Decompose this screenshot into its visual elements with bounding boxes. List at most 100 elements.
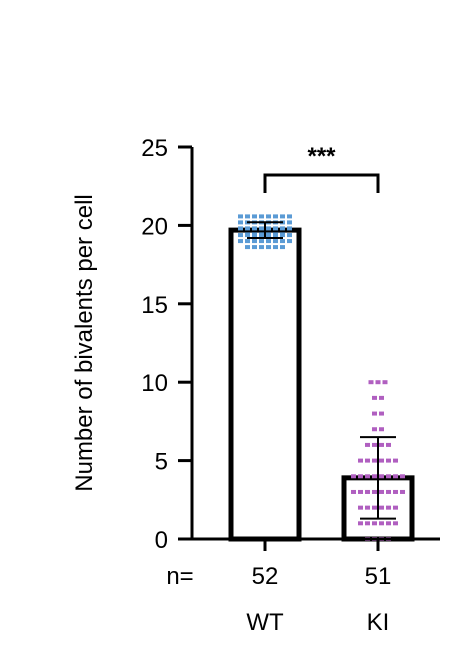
data-point-wt: [252, 233, 257, 238]
data-point-wt: [280, 245, 285, 250]
data-point-wt: [252, 226, 257, 231]
data-point-ki: [393, 474, 398, 479]
bars-group: [228, 227, 415, 542]
significance-bracket-line: [263, 173, 380, 193]
n-prefix-label: n=: [166, 563, 193, 590]
data-point-wt: [287, 220, 292, 225]
data-point-wt: [280, 239, 285, 244]
data-point-wt: [266, 239, 271, 244]
n-value-ki: 51: [365, 563, 392, 590]
data-point-wt: [273, 233, 278, 238]
data-point-ki: [368, 380, 374, 385]
data-point-ki: [365, 521, 370, 526]
data-point-ki: [386, 505, 391, 510]
data-point-ki: [365, 505, 370, 510]
data-point-wt: [273, 239, 278, 244]
data-point-wt: [238, 220, 243, 225]
n-value-wt: 52: [252, 563, 279, 590]
data-point-ki: [372, 505, 377, 510]
y-tick-label: 20: [141, 213, 168, 240]
data-point-ki: [379, 427, 384, 432]
data-point-ki: [379, 489, 384, 494]
data-point-ki: [379, 521, 384, 526]
data-point-wt: [273, 226, 278, 231]
data-point-ki: [400, 489, 405, 494]
data-point-ki: [351, 489, 356, 494]
data-point-wt: [259, 226, 264, 231]
data-point-wt: [259, 233, 264, 238]
data-point-wt: [280, 226, 285, 231]
data-point-ki: [351, 474, 356, 479]
data-point-wt: [252, 214, 257, 219]
data-point-wt: [238, 226, 243, 231]
data-point-ki: [365, 442, 370, 447]
data-point-wt: [245, 214, 250, 219]
data-point-ki: [382, 380, 388, 385]
data-point-ki: [372, 521, 377, 526]
data-point-ki: [393, 489, 398, 494]
data-point-ki: [393, 505, 398, 510]
data-point-wt: [280, 233, 285, 238]
significance-bracket: ***: [263, 143, 380, 193]
y-tick-label: 5: [155, 449, 168, 476]
category-label-ki: KI: [367, 609, 390, 636]
data-point-wt: [259, 239, 264, 244]
data-point-ki: [372, 489, 377, 494]
data-point-ki: [386, 458, 391, 463]
points-group: [238, 214, 405, 541]
data-point-wt: [238, 214, 243, 219]
data-point-ki: [400, 474, 405, 479]
y-tick-label: 15: [141, 292, 168, 319]
data-point-ki: [372, 395, 377, 400]
data-point-wt: [287, 239, 292, 244]
y-tick-label: 0: [155, 527, 168, 554]
data-point-wt: [252, 245, 257, 250]
y-tick-label: 25: [141, 135, 168, 162]
data-point-ki: [372, 442, 377, 447]
data-point-wt: [273, 245, 278, 250]
data-point-wt: [259, 214, 264, 219]
data-point-ki: [379, 474, 384, 479]
y-axis-label: Number of bivalents per cell: [71, 194, 98, 491]
data-point-wt: [259, 245, 264, 250]
data-point-ki: [379, 458, 384, 463]
data-point-ki: [358, 505, 363, 510]
significance-label: ***: [307, 143, 336, 170]
x-axis: [192, 537, 440, 551]
data-point-ki: [372, 474, 377, 479]
data-point-ki: [386, 442, 391, 447]
data-point-wt: [280, 214, 285, 219]
data-point-wt: [245, 233, 250, 238]
data-point-ki: [365, 474, 370, 479]
data-point-ki: [372, 427, 377, 432]
data-point-ki: [358, 521, 363, 526]
data-point-ki: [358, 458, 363, 463]
y-tick-label: 10: [141, 370, 168, 397]
data-point-ki: [365, 458, 370, 463]
data-point-ki: [365, 489, 370, 494]
data-point-ki: [379, 411, 384, 416]
data-point-ki: [372, 458, 377, 463]
data-point-wt: [266, 245, 271, 250]
data-point-wt: [245, 226, 250, 231]
data-point-ki: [379, 395, 384, 400]
data-point-ki: [393, 521, 398, 526]
data-point-wt: [266, 214, 271, 219]
data-point-ki: [375, 380, 381, 385]
data-point-wt: [266, 226, 271, 231]
data-point-ki: [358, 489, 363, 494]
data-point-wt: [287, 226, 292, 231]
data-point-wt: [245, 245, 250, 250]
data-point-wt: [273, 214, 278, 219]
data-point-ki: [386, 521, 391, 526]
x-axis-labels: n= 52 51 WT KI: [166, 563, 391, 636]
data-point-ki: [379, 505, 384, 510]
data-point-ki: [372, 411, 377, 416]
data-point-ki: [386, 489, 391, 494]
data-point-wt: [252, 239, 257, 244]
data-point-wt: [245, 239, 250, 244]
category-label-wt: WT: [246, 609, 284, 636]
error-bars-group: [247, 221, 396, 520]
data-point-wt: [238, 239, 243, 244]
